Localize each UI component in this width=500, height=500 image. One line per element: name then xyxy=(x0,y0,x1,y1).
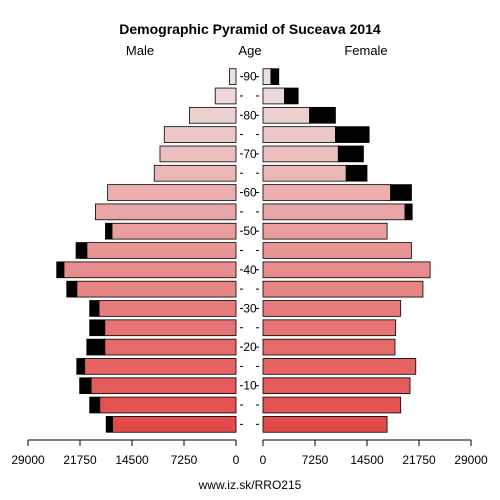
male-excess-bar-45-49 xyxy=(75,242,88,259)
male-bar-15-19 xyxy=(84,358,237,375)
age-tick-label: 90 xyxy=(243,70,257,84)
age-label: Age xyxy=(238,43,261,58)
x-tick-label-female: 29000 xyxy=(454,453,488,467)
age-tick-label: 30 xyxy=(243,301,257,315)
male-bar-20-24 xyxy=(104,338,237,356)
male-bar-45-49 xyxy=(86,242,237,259)
male-excess-bar-30-34 xyxy=(89,300,100,317)
female-bar-75-79 xyxy=(262,126,336,143)
age-tick-label: 60 xyxy=(243,186,257,200)
female-bar-10-14 xyxy=(262,377,411,395)
female-bar-15-19 xyxy=(262,358,417,375)
x-tick-label-male: 0 xyxy=(233,453,240,467)
female-bar-40-44 xyxy=(262,261,431,279)
x-tick-label-female: 7250 xyxy=(302,453,329,467)
female-excess-bar-60-64 xyxy=(390,184,412,201)
male-excess-bar-20-24 xyxy=(86,338,106,356)
female-bar-70-74 xyxy=(262,145,339,163)
x-axis-female: 0 7250 14500 21750 29000 xyxy=(260,439,488,467)
age-tick-label: 20 xyxy=(243,340,257,354)
female-bar-60-64 xyxy=(262,184,392,201)
female-bar-90+ xyxy=(262,68,272,85)
male-excess-bar-40-44 xyxy=(56,261,65,279)
female-label: Female xyxy=(344,43,387,58)
male-excess-bar-5-9 xyxy=(89,396,101,414)
female-bar-55-59 xyxy=(262,203,406,221)
female-excess-bar-80-84 xyxy=(309,106,336,124)
male-bars xyxy=(56,68,237,433)
age-tick-label: 40 xyxy=(243,263,257,277)
female-bar-45-49 xyxy=(262,242,412,259)
female-bar-80-84 xyxy=(262,106,311,124)
female-bar-0-4 xyxy=(262,416,388,433)
male-bar-60-64 xyxy=(107,184,237,201)
x-tick-label-male: 21750 xyxy=(63,453,97,467)
female-bar-25-29 xyxy=(262,319,397,337)
age-axis: 10 20 30 40 50 60 70 80 90 xyxy=(240,70,259,425)
female-bar-5-9 xyxy=(262,396,402,414)
female-bar-20-24 xyxy=(262,338,396,356)
female-bar-30-34 xyxy=(262,300,402,317)
age-tick-label: 70 xyxy=(243,147,257,161)
male-bar-70-74 xyxy=(159,145,237,163)
female-excess-bar-65-69 xyxy=(345,164,368,182)
male-excess-bar-10-14 xyxy=(79,377,92,395)
female-bars xyxy=(262,68,431,433)
male-bar-40-44 xyxy=(63,261,237,279)
male-bar-75-79 xyxy=(163,126,237,143)
male-bar-65-69 xyxy=(153,164,237,182)
female-bar-85-89 xyxy=(262,87,285,105)
male-bar-10-14 xyxy=(90,377,237,395)
male-bar-35-39 xyxy=(76,280,237,298)
female-bar-65-69 xyxy=(262,164,347,182)
male-excess-bar-0-4 xyxy=(105,416,114,433)
male-excess-bar-50-54 xyxy=(105,222,113,240)
male-excess-bar-25-29 xyxy=(89,319,106,337)
male-label: Male xyxy=(126,43,154,58)
female-excess-bar-55-59 xyxy=(404,203,413,221)
x-tick-label-male: 14500 xyxy=(115,453,149,467)
x-tick-label-female: 21750 xyxy=(402,453,436,467)
x-tick-label-male: 29000 xyxy=(11,453,45,467)
male-excess-bar-15-19 xyxy=(76,358,86,375)
male-bar-5-9 xyxy=(99,396,237,414)
male-bar-80-84 xyxy=(188,106,237,124)
x-tick-label-female: 0 xyxy=(260,453,267,467)
male-bar-85-89 xyxy=(214,87,237,105)
female-bar-50-54 xyxy=(262,222,388,240)
chart-title: Demographic Pyramid of Suceava 2014 xyxy=(119,21,381,37)
male-bar-25-29 xyxy=(104,319,237,337)
male-bar-50-54 xyxy=(111,222,237,240)
female-excess-bar-90+ xyxy=(270,68,280,85)
male-bar-90+ xyxy=(229,68,237,85)
age-tick-label: 50 xyxy=(243,224,257,238)
male-excess-bar-35-39 xyxy=(66,280,78,298)
age-tick-label: 10 xyxy=(243,379,257,393)
source-label: www.iz.sk/RRO215 xyxy=(198,478,302,492)
male-bar-0-4 xyxy=(112,416,237,433)
x-axis-male: 29000 21750 14500 7250 0 xyxy=(11,439,240,467)
female-excess-bar-70-74 xyxy=(337,145,364,163)
female-excess-bar-85-89 xyxy=(284,87,299,105)
male-bar-55-59 xyxy=(95,203,237,221)
male-bar-30-34 xyxy=(98,300,237,317)
age-tick-label: 80 xyxy=(243,108,257,122)
x-tick-label-male: 7250 xyxy=(171,453,198,467)
female-bar-35-39 xyxy=(262,280,424,298)
x-tick-label-female: 14500 xyxy=(350,453,384,467)
female-excess-bar-75-79 xyxy=(335,126,370,143)
